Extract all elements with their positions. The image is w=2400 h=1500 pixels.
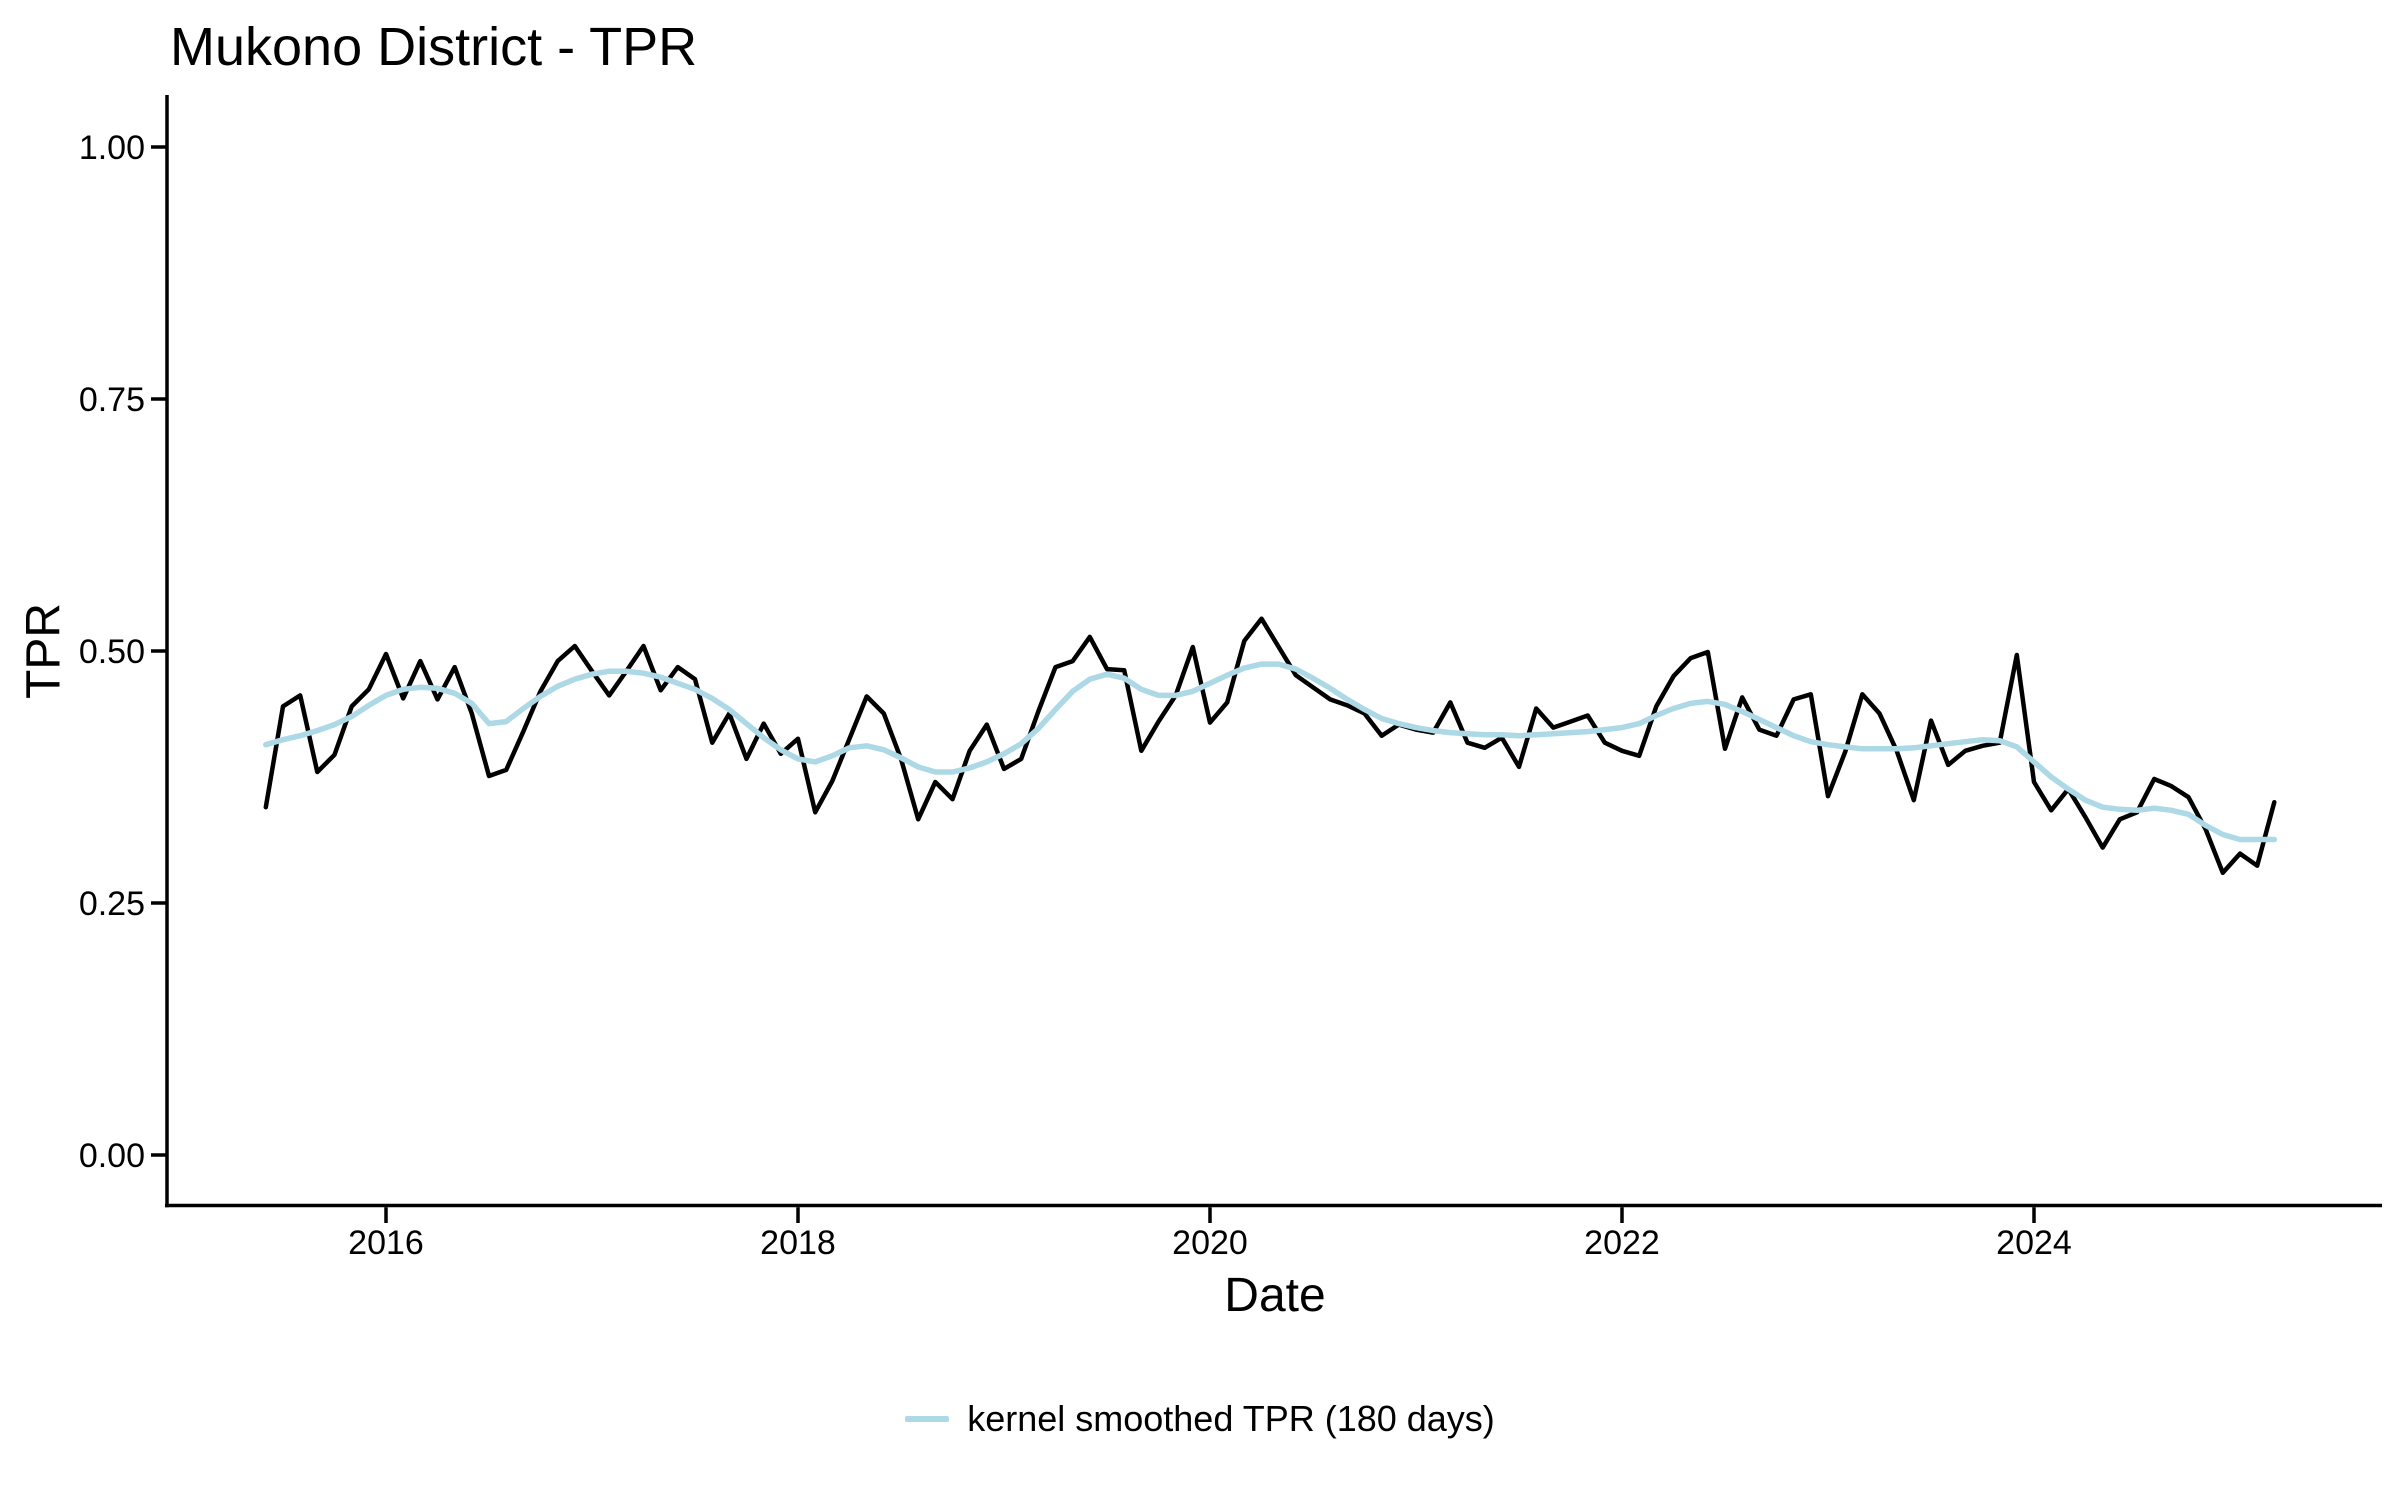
smoothed-tpr-line <box>263 661 2278 843</box>
legend: kernel smoothed TPR (180 days) <box>0 1398 2400 1440</box>
x-tick-label: 2018 <box>760 1224 836 1262</box>
x-tick-label: 2016 <box>348 1224 424 1262</box>
x-tick-label: 2022 <box>1584 1224 1660 1262</box>
y-tick-label: 1.00 <box>79 129 145 167</box>
x-axis-title: Date <box>1224 1269 1326 1322</box>
y-tick-label: 0.75 <box>79 381 145 419</box>
legend-label: kernel smoothed TPR (180 days) <box>967 1398 1495 1439</box>
y-axis-title: TPR <box>17 603 71 699</box>
tpr-line <box>263 616 2277 876</box>
x-tick-label: 2020 <box>1172 1224 1248 1262</box>
legend-line-swatch <box>905 1416 950 1422</box>
y-tick-label: 0.25 <box>79 885 145 923</box>
x-tick-label: 2024 <box>1996 1224 2072 1262</box>
y-tick-label: 0.00 <box>79 1137 145 1175</box>
chart-title: Mukono District - TPR <box>170 17 698 77</box>
y-tick-label: 0.50 <box>79 633 145 671</box>
